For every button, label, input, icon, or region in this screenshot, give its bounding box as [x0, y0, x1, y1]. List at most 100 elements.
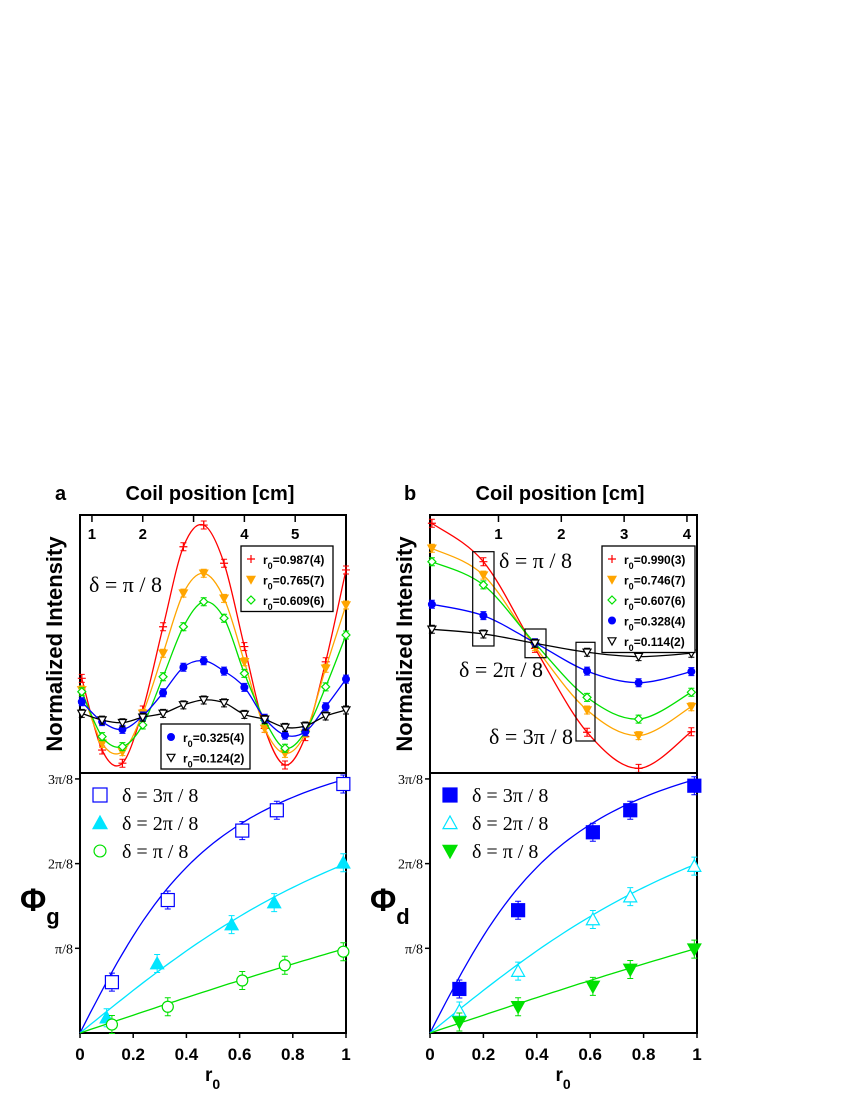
panel-a-phase-data-point	[104, 975, 120, 990]
panel-a-phase-fit-curve	[79, 947, 347, 1034]
panel-a-phase-data-point-shape	[336, 776, 351, 792]
panel-b-intensity-data-point	[427, 556, 437, 567]
panel-a-intensity-data-point-shape	[239, 710, 250, 720]
panel-a-intensity-legend-label: r0=0.765(7)	[263, 574, 324, 592]
panel-a-intensity-data-point-shape	[77, 697, 86, 706]
panel-a-phase-fit-curve	[79, 778, 347, 1034]
panel-a-phase-data-point-shape	[105, 1018, 119, 1031]
panel-a-intensity-data-point	[280, 743, 290, 754]
panel-b-intensity-data-point-shape	[426, 625, 437, 635]
panel-b-phase-data-point-shape	[622, 963, 638, 978]
panel-a-intensity-data-point	[178, 589, 189, 599]
panel-a-intensity-data-point	[158, 709, 169, 719]
panel-b-intensity-data-point	[478, 580, 489, 590]
panel-b-intensity-data-point-shape	[686, 687, 697, 698]
panel-a-intensity-data-point-shape	[117, 718, 128, 728]
panel-b-intensity-data-point-shape	[633, 714, 644, 724]
panel-b-intensity-fit-curve	[431, 603, 692, 684]
panel-a-top-title: Coil position [cm]	[126, 483, 295, 505]
panel-b-intensity-data-point	[478, 571, 489, 581]
panel-a-intensity-legend-label: r0=0.987(4)	[263, 553, 324, 571]
panel-b-phase-data-point	[622, 888, 638, 903]
panel-b-intensity-data-point	[583, 667, 592, 676]
panel-b-phase-legend-marker	[441, 814, 459, 830]
panel-b-intensity-data-point	[582, 648, 593, 658]
panel-b-intensity-legend-marker-shape	[607, 595, 617, 605]
panel-b-intensity-data-point	[686, 687, 697, 698]
panel-b-phase-data-point-shape	[686, 943, 702, 957]
panel-b-intensity-legend-marker	[606, 637, 618, 647]
panel-a-intensity-plot: 1 2 4 5 Normalized Intensity δ = π / 8	[42, 514, 352, 774]
panel-b-intensity-data-point-shape	[633, 731, 644, 741]
panel-b-phase-fit-curve	[429, 862, 698, 1034]
panel-b-phase-ytick-label: 2π/8	[398, 858, 423, 873]
panel-a-intensity-legend	[240, 545, 334, 613]
panel-b-phase-legend-label: δ = 3π / 8	[472, 785, 548, 807]
panel-a-intensity-data-point-shape	[158, 671, 168, 682]
panel-a-intensity-data-point-shape	[342, 675, 351, 684]
panel-a-intensity-legend-marker-shape	[165, 753, 177, 763]
panel-a-phase-data-point-shape	[266, 894, 282, 909]
panel-b-phase-data-point	[451, 1016, 467, 1030]
panel-b-phase-data-point-shape	[686, 858, 702, 872]
panel-b-phase-data-point-shape	[585, 980, 601, 995]
panel-b-intensity-data-point-shape	[633, 652, 644, 662]
panel-a-intensity-legend	[160, 723, 251, 770]
panel-a-phase-xtick-label: 0.4	[175, 1045, 199, 1064]
panel-a-intensity-data-point	[198, 596, 209, 607]
panel-a-phase-data-point	[235, 823, 250, 838]
panel-b-intensity-data-point	[634, 764, 643, 773]
panel-a-intensity-data-point-shape	[281, 731, 290, 740]
panel-a-intensity-data-point	[219, 699, 230, 709]
panel-b-intensity-legend-marker-shape	[607, 616, 616, 625]
panel-a-intensity-data-point	[259, 724, 270, 734]
panel-a-intensity-data-point-shape	[280, 723, 291, 733]
panel-a-intensity-data-point	[179, 663, 188, 672]
panel-a-intensity-data-point	[321, 702, 330, 711]
panel-a-phase-xtick-label: 0	[75, 1045, 84, 1064]
panel-b-intensity-data-point	[426, 625, 437, 635]
panel-a-phase-data-point-shape	[236, 974, 249, 987]
panel-a-intensity-data-point	[179, 542, 188, 551]
panel-b-intensity-fit-curve	[431, 628, 692, 658]
panel-a-intensity-data-point	[341, 630, 351, 640]
panel-b-intensity-legend-label: r0=0.114(2)	[624, 635, 685, 653]
panel-a-phase-legend-label: δ = 2π / 8	[122, 813, 198, 835]
panel-b-intensity-data-point-shape	[478, 630, 489, 640]
panel-a-intensity-data-point-shape	[280, 743, 290, 754]
panel-b-intensity-legend-marker-shape	[606, 637, 618, 647]
panel-b-intensity-legend	[601, 545, 696, 654]
panel-b-intensity-legend-marker	[606, 575, 618, 585]
panel-a-intensity-legend-marker-shape	[245, 575, 257, 585]
panel-b-intensity-data-point	[478, 630, 489, 640]
panel-a-intensity-data-point-shape	[219, 613, 229, 624]
panel-letter-b: b	[404, 483, 416, 505]
panel-b-phase-data-point	[686, 943, 702, 957]
panel-a-phase-data-point	[335, 855, 351, 869]
panel-b-intensity-data-point	[633, 714, 644, 724]
panel-a-intensity-data-point-shape	[178, 701, 189, 711]
panel-a-phase-data-point	[105, 1018, 119, 1031]
panel-b-intensity-data-point-shape	[582, 648, 593, 658]
panel-b-intensity-xtick-label: 2	[557, 526, 565, 543]
panel-b-phase-legend-marker-shape	[441, 844, 459, 860]
panel-b-intensity-data-point	[529, 639, 540, 649]
panel-b-phase-xtick-label: 0.8	[632, 1045, 656, 1064]
panel-a-intensity-data-point	[199, 656, 208, 665]
panel-a-phase-legend-marker	[92, 787, 108, 803]
panel-b-intensity-legend-label: r0=0.607(6)	[624, 594, 685, 612]
panel-b-intensity-xtick-label: 4	[683, 526, 692, 543]
panel-a-intensity-data-point-shape	[321, 702, 330, 711]
panel-b-phase-plot: 0 0.2 0.4 0.6 0.8 1 π/8 2π/8 3π/8 δ = 3π / 8 δ = 2…	[398, 772, 702, 1064]
panel-a-intensity-data-point-shape	[97, 716, 108, 726]
panel-a-intensity-data-point-shape	[239, 658, 250, 668]
panel-a-intensity-data-point-shape	[137, 713, 148, 723]
panel-b-phase-legend-label: δ = π / 8	[472, 841, 538, 863]
panel-a-phase-legend-marker-shape	[92, 787, 108, 803]
panel-b-intensity-data-point-shape	[426, 544, 437, 554]
panel-a-intensity-data-point	[117, 718, 128, 728]
panel-b-phase-data-point	[510, 1000, 526, 1015]
panel-a-intensity-data-point	[178, 701, 189, 711]
panel-a-intensity-data-point	[259, 715, 270, 725]
panel-b-intensity-data-point-shape	[478, 580, 489, 590]
